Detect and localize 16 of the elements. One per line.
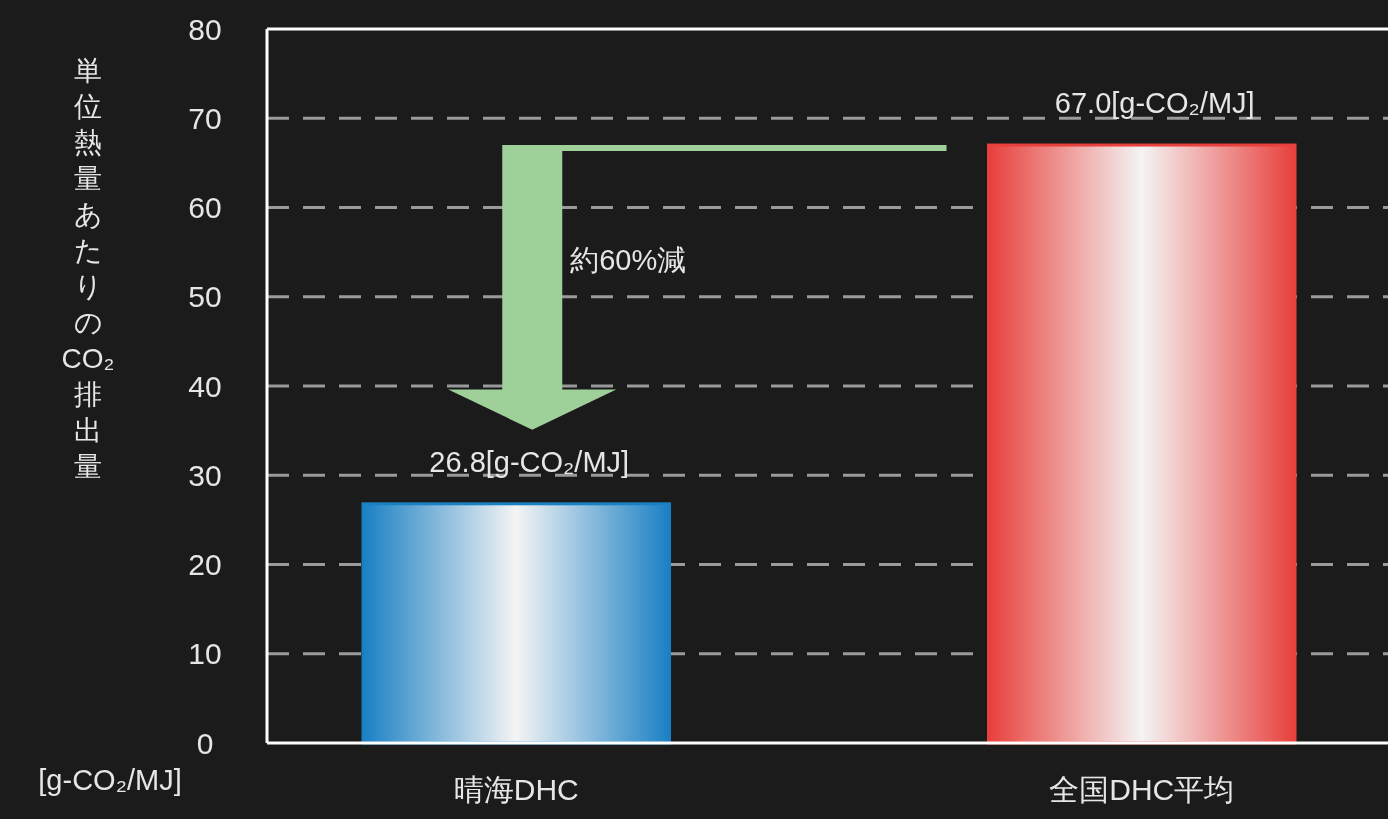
annotation: 約60%減 — [570, 244, 687, 277]
x-tick-label: 晴海DHC — [453, 773, 579, 806]
x-tick-label: 全国DHC平均 — [1049, 773, 1235, 806]
y-tick-label: 60 — [188, 191, 222, 224]
y-tick-label: 30 — [188, 458, 222, 492]
text: 単位熱量あたりのCO₂排出量 — [61, 54, 115, 482]
y-tick-label: 10 — [188, 637, 222, 671]
y-tick-label: 40 — [188, 369, 222, 403]
y-tick-label: 50 — [188, 280, 222, 314]
y-tick-label: 20 — [188, 548, 222, 581]
y-tick-label: 70 — [188, 101, 222, 135]
data-label: 67.0[g-CO₂/MJ] — [1054, 87, 1255, 120]
text: [g-CO₂/MJ] — [38, 764, 182, 796]
data-label: 26.8[g-CO₂/MJ] — [429, 445, 630, 478]
y-tick-label: 0 — [196, 726, 214, 760]
y-tick-label: 80 — [188, 12, 222, 46]
